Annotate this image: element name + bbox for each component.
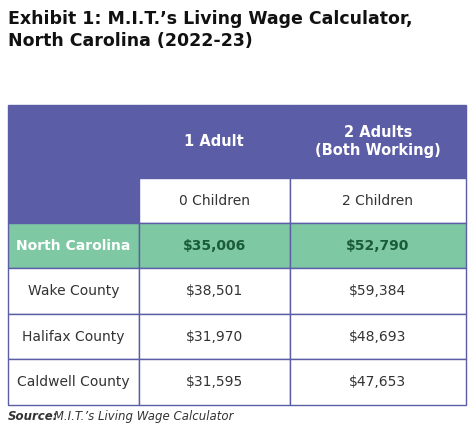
Text: 2 Children: 2 Children <box>342 194 413 208</box>
Bar <box>138 178 290 223</box>
Text: $38,501: $38,501 <box>185 284 243 298</box>
Text: 0 Children: 0 Children <box>179 194 250 208</box>
Text: $48,693: $48,693 <box>349 330 407 344</box>
Text: $31,595: $31,595 <box>185 375 243 389</box>
Bar <box>138 105 290 178</box>
Bar <box>290 359 466 405</box>
Text: Source:: Source: <box>8 410 58 423</box>
Text: $35,006: $35,006 <box>182 239 246 253</box>
Text: 1 Adult: 1 Adult <box>184 134 244 149</box>
Bar <box>290 105 466 178</box>
Text: $59,384: $59,384 <box>349 284 407 298</box>
Bar <box>138 314 290 359</box>
Bar <box>138 223 290 268</box>
Bar <box>138 268 290 314</box>
Bar <box>8 314 138 359</box>
Text: Wake County: Wake County <box>27 284 119 298</box>
Text: 2 Adults
(Both Working): 2 Adults (Both Working) <box>315 125 441 158</box>
Bar <box>290 268 466 314</box>
Bar <box>8 268 138 314</box>
Bar <box>290 314 466 359</box>
Bar <box>8 105 138 178</box>
Text: $31,970: $31,970 <box>185 330 243 344</box>
Bar <box>138 359 290 405</box>
Text: M.I.T.’s Living Wage Calculator: M.I.T.’s Living Wage Calculator <box>50 410 234 423</box>
Bar <box>290 178 466 223</box>
Text: $47,653: $47,653 <box>349 375 406 389</box>
Text: North Carolina: North Carolina <box>16 239 130 253</box>
Bar <box>8 359 138 405</box>
Bar <box>8 223 138 268</box>
Text: $52,790: $52,790 <box>346 239 410 253</box>
Text: Halifax County: Halifax County <box>22 330 125 344</box>
Text: Exhibit 1: M.I.T.’s Living Wage Calculator,
North Carolina (2022-23): Exhibit 1: M.I.T.’s Living Wage Calculat… <box>8 10 412 50</box>
Bar <box>8 178 138 223</box>
Text: Caldwell County: Caldwell County <box>17 375 129 389</box>
Bar <box>290 223 466 268</box>
